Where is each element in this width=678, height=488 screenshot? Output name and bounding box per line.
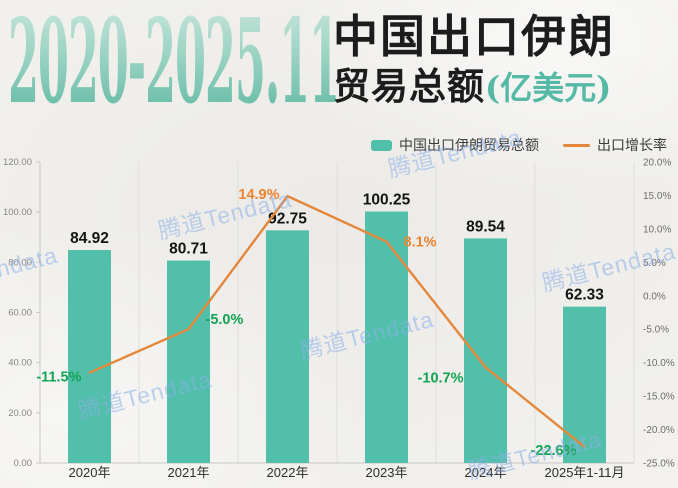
bar-2021年[interactable] [167, 260, 210, 463]
y-axis-right-label: 10.0% [643, 224, 671, 235]
bar-value-label: 100.25 [363, 192, 411, 209]
y-axis-left-label: 100.00 [3, 207, 32, 218]
page-subtitle: 贸易总额(亿美元) [333, 63, 615, 108]
line-swatch-icon [563, 143, 590, 147]
chart-legend: 中国出口伊朗贸易总额 出口增长率 [371, 135, 667, 155]
bar-2020年[interactable] [68, 249, 111, 463]
growth-point-label: 14.9% [238, 187, 279, 203]
y-axis-right-label: -20.0% [643, 425, 675, 436]
growth-point-label: -11.5% [36, 370, 81, 386]
growth-point-label: -10.7% [418, 370, 464, 386]
y-axis-left-label: 120.00 [3, 157, 32, 168]
growth-point-label: -22.6% [531, 443, 577, 459]
growth-point-label: -5.0% [206, 312, 244, 328]
growth-line[interactable] [88, 194, 586, 449]
page-title: 中国出口伊朗 [333, 10, 616, 63]
legend-item-bar[interactable]: 中国出口伊朗贸易总额 [371, 135, 539, 155]
bar-2025年1-11月[interactable] [563, 306, 606, 463]
y-axis-right-label: 15.0% [643, 191, 671, 202]
bar-value-label: 92.75 [268, 210, 307, 227]
bar-value-label: 84.92 [70, 230, 109, 247]
y-axis-left-label: 20.00 [8, 408, 32, 419]
y-axis-left-label: 80.00 [8, 257, 32, 268]
x-axis-label: 2023年 [366, 465, 408, 480]
bar-value-label: 80.71 [169, 241, 208, 258]
y-axis-left-label: 0.00 [14, 458, 33, 469]
bar-value-label: 62.33 [565, 287, 604, 304]
legend-bar-label: 中国出口伊朗贸易总额 [399, 137, 539, 153]
y-axis-right-label: -5.0% [643, 325, 669, 336]
y-axis-right-label: -10.0% [643, 358, 675, 369]
title-block: 中国出口伊朗 贸易总额(亿美元) [333, 12, 615, 106]
y-axis-right-label: -15.0% [643, 392, 675, 403]
y-axis-left-label: 60.00 [8, 308, 32, 319]
growth-point-label: 8.1% [404, 235, 437, 251]
y-axis-right-label: 0.0% [643, 291, 666, 302]
y-axis-right-label: 20.0% [643, 158, 671, 169]
bar-2023年[interactable] [365, 211, 408, 463]
bar-2024年[interactable] [464, 238, 507, 463]
legend-line-label: 出口增长率 [597, 137, 667, 153]
x-axis-label: 2022年 [267, 465, 309, 480]
x-axis-label: 2025年1-11月 [545, 465, 625, 480]
y-axis-right-label: -25.0% [643, 459, 675, 470]
bar-value-label: 89.54 [466, 218, 505, 235]
y-axis-right-label: 5.0% [643, 258, 666, 269]
x-axis-label: 2020年 [69, 465, 111, 480]
bar-swatch-icon [371, 139, 392, 151]
x-axis-label: 2021年 [168, 465, 210, 480]
y-axis-left-label: 40.00 [8, 358, 32, 369]
subtitle-unit: (亿美元) [485, 68, 612, 107]
legend-item-line[interactable]: 出口增长率 [563, 135, 667, 155]
title-period: 2020-2025.11 [8, 0, 340, 130]
bar-2022年[interactable] [266, 230, 309, 463]
x-axis-label: 2024年 [465, 465, 507, 480]
subtitle-text: 贸易总额 [333, 63, 485, 108]
